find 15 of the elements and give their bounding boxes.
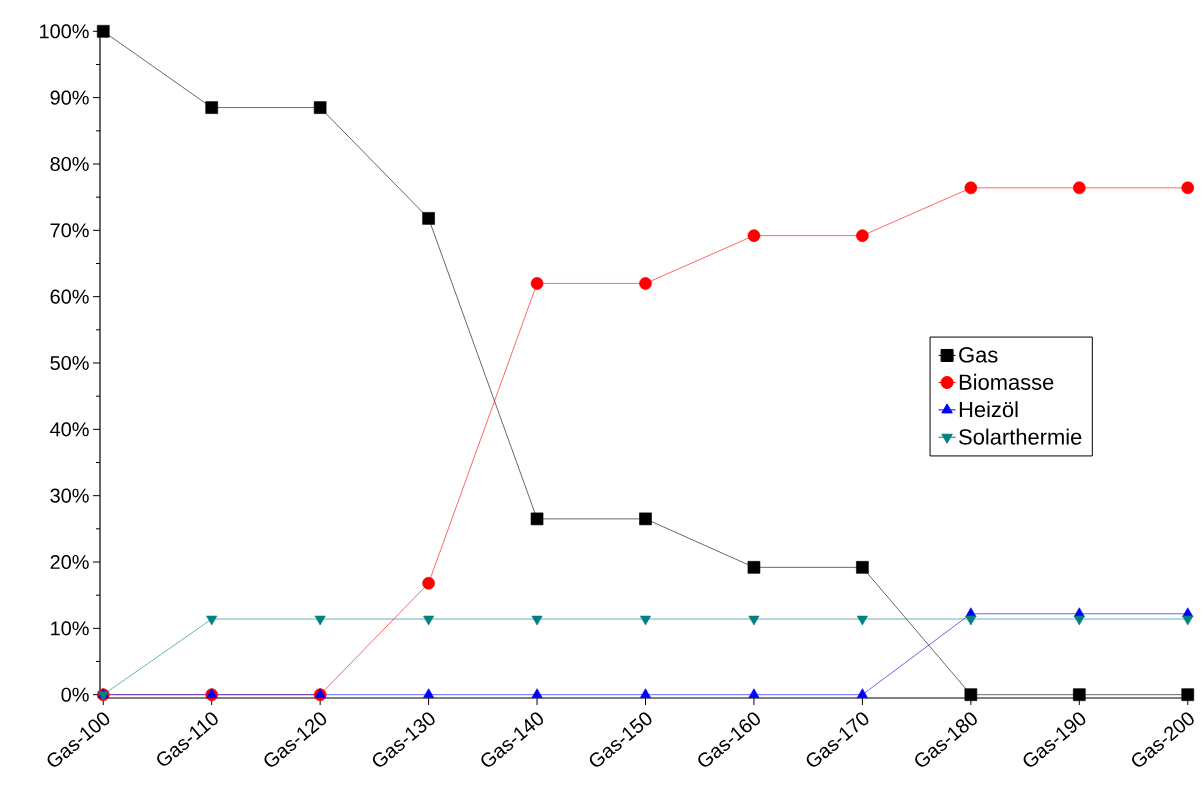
- legend-label: Gas: [959, 347, 998, 363]
- y-tick-label: 10%: [51, 621, 89, 636]
- legend-label: Heizöl: [959, 401, 1018, 418]
- y-tick-label: 50%: [50, 355, 89, 371]
- y-tick-label: 40%: [50, 422, 89, 437]
- y-tick-label: 0%: [61, 687, 89, 702]
- y-tick-label: 80%: [50, 156, 89, 172]
- y-tick-label: 20%: [50, 554, 89, 570]
- y-tick-label: 70%: [50, 223, 89, 238]
- y-tick-label: 60%: [50, 289, 89, 304]
- legend-label: Solarthermie: [959, 428, 1082, 445]
- y-tick-label: 100%: [40, 24, 89, 39]
- y-tick-label: 90%: [50, 90, 89, 105]
- y-tick-label: 30%: [50, 488, 89, 503]
- legend-label: Biomasse: [959, 373, 1054, 390]
